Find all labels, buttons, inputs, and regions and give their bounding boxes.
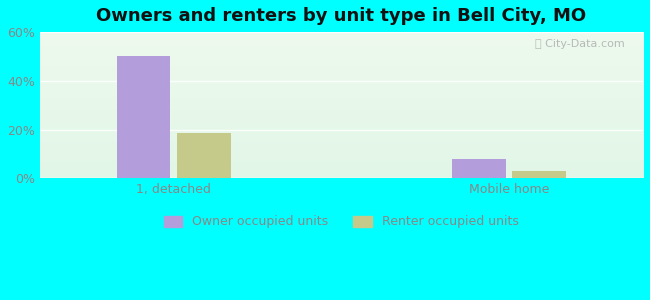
- Bar: [452, 159, 506, 178]
- Bar: [512, 171, 566, 178]
- Title: Owners and renters by unit type in Bell City, MO: Owners and renters by unit type in Bell …: [96, 7, 586, 25]
- Text: ⓘ City-Data.com: ⓘ City-Data.com: [535, 39, 625, 50]
- Bar: [177, 133, 231, 178]
- Bar: [117, 56, 170, 178]
- Legend: Owner occupied units, Renter occupied units: Owner occupied units, Renter occupied un…: [159, 211, 524, 233]
